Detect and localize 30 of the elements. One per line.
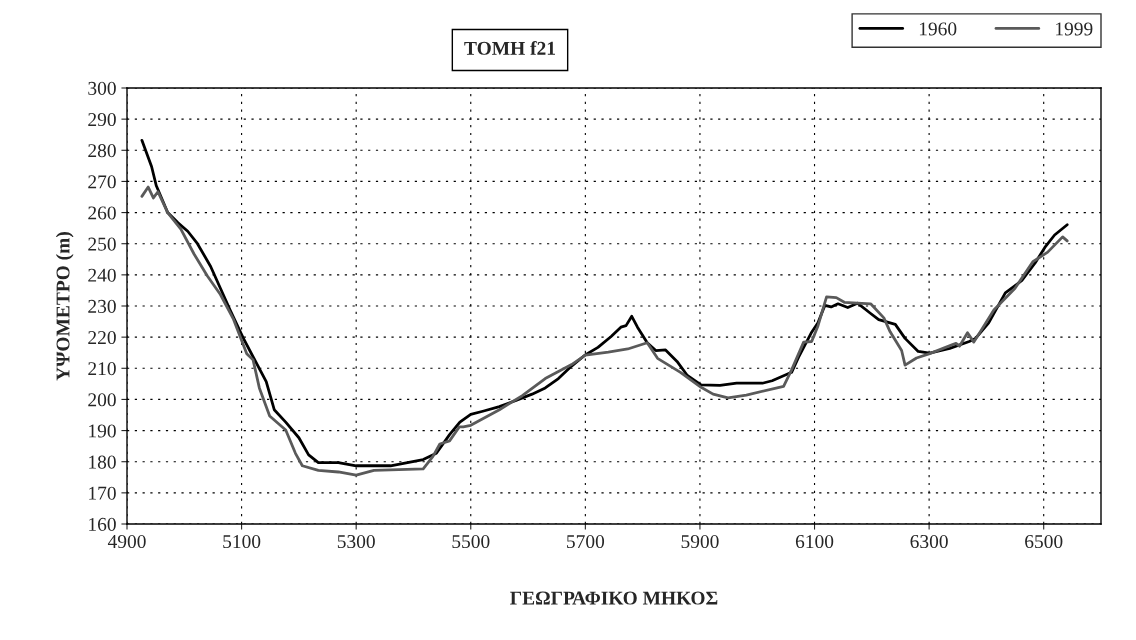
y-tick-label: 300	[88, 81, 116, 95]
y-tick-label: 270	[88, 175, 116, 189]
x-tick-label: 4900	[107, 534, 146, 549]
legend-label: 1999	[1056, 22, 1093, 36]
x-tick-label: 6500	[1025, 534, 1063, 549]
x-tick-label: 5700	[567, 534, 605, 549]
y-tick-label: 230	[88, 299, 116, 313]
x-tick-label: 5100	[223, 534, 261, 549]
x-tick-label: 5500	[452, 534, 490, 549]
chart-title: ΤΟΜΗ f21	[464, 40, 555, 55]
y-tick-label: 220	[88, 330, 116, 345]
y-tick-label: 280	[88, 144, 116, 158]
y-tick-label: 250	[88, 237, 116, 251]
y-tick-label: 210	[88, 362, 116, 376]
y-tick-label: 240	[88, 268, 116, 282]
x-tick-label: 6100	[795, 534, 834, 549]
line-series	[140, 185, 1069, 477]
x-tick-label: 6300	[910, 534, 948, 549]
x-tick-label: 5300	[337, 534, 375, 549]
y-tick-label: 260	[88, 206, 116, 220]
y-tick-label: 190	[89, 424, 116, 438]
y-axis-title: ΥΨΟΜΕΤΡΟ (m)	[55, 232, 74, 381]
y-tick-label: 290	[88, 112, 116, 127]
y-tick-label: 200	[88, 393, 116, 407]
y-tick-label: 170	[89, 486, 116, 500]
y-tick-label: 180	[89, 455, 116, 469]
y-tick-label: 160	[89, 517, 116, 531]
legend-label: 1960	[919, 22, 957, 36]
x-tick-label: 5900	[681, 534, 719, 549]
x-axis-title: ΓΕΩΓΡΑΦΙΚΟ ΜΗΚΟΣ	[510, 591, 718, 605]
